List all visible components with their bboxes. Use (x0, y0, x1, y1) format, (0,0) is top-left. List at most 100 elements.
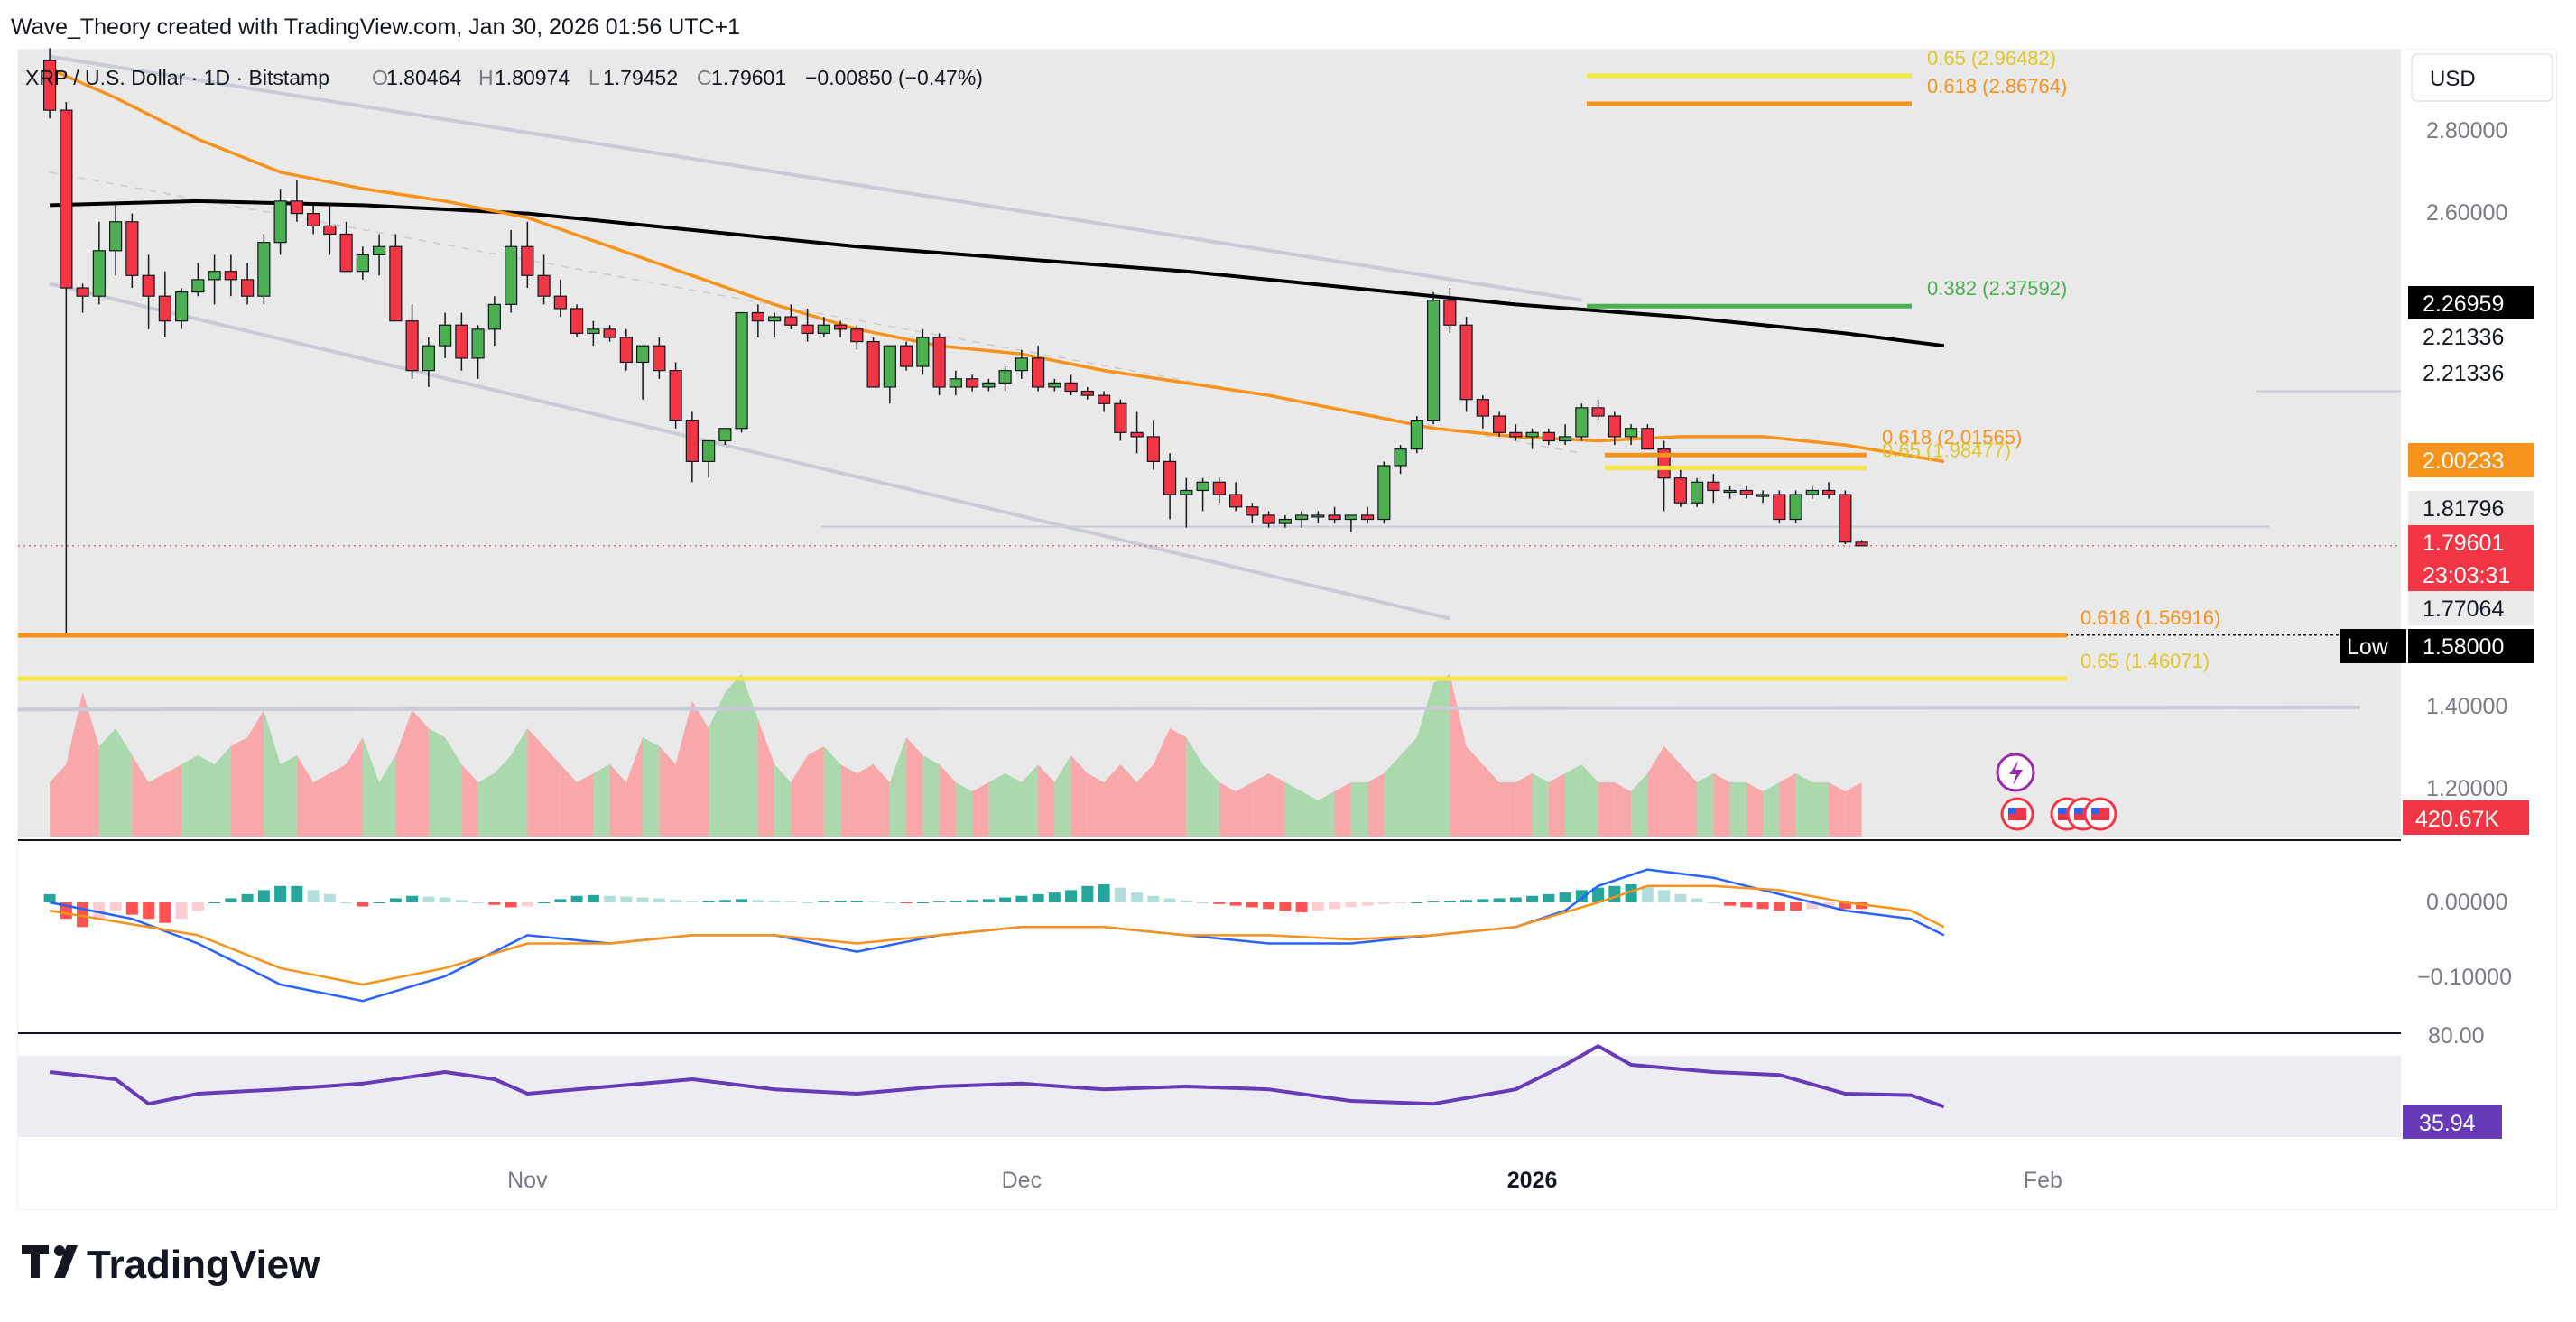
candle[interactable] (1855, 540, 1868, 547)
candle[interactable] (1246, 503, 1259, 524)
price-tag[interactable]: 2.21336 (2407, 355, 2535, 391)
candle[interactable] (1146, 420, 1160, 470)
candle[interactable] (1328, 506, 1341, 524)
candle[interactable] (1821, 482, 1836, 499)
candle[interactable] (1839, 490, 1852, 544)
candle[interactable] (1196, 477, 1209, 512)
candle[interactable] (487, 296, 501, 347)
currency-button-box[interactable] (2411, 53, 2553, 102)
candle[interactable] (273, 189, 287, 255)
candle[interactable] (833, 320, 848, 337)
candle[interactable] (455, 312, 468, 371)
candle[interactable] (1805, 485, 1819, 499)
price-tag[interactable]: 1.79601 (2408, 525, 2534, 559)
price-pane-bg[interactable] (18, 50, 2401, 837)
candle[interactable] (801, 308, 814, 342)
candle[interactable] (1311, 511, 1325, 524)
price-tag[interactable]: 23:03:31 (2408, 558, 2534, 592)
candle[interactable] (982, 378, 996, 392)
candle[interactable] (1080, 386, 1094, 400)
candle[interactable] (965, 374, 979, 392)
candle[interactable] (1542, 428, 1555, 446)
candle[interactable] (439, 312, 452, 358)
candle[interactable] (701, 439, 716, 478)
candle[interactable] (751, 304, 764, 337)
candle[interactable] (685, 411, 699, 483)
candle[interactable] (1723, 485, 1737, 499)
candle[interactable] (1591, 399, 1605, 421)
candle[interactable] (224, 254, 237, 297)
candle[interactable] (1377, 461, 1391, 524)
candle[interactable] (1294, 511, 1309, 528)
candle[interactable] (1360, 506, 1375, 524)
candle[interactable] (603, 325, 616, 342)
candle[interactable] (1690, 477, 1704, 507)
candle[interactable] (1394, 445, 1407, 475)
candle[interactable] (356, 246, 369, 280)
price-tag[interactable]: 1.81796 (2408, 491, 2534, 525)
candle[interactable] (422, 337, 435, 387)
candle[interactable] (669, 362, 682, 429)
candle[interactable] (504, 229, 518, 313)
candle[interactable] (998, 366, 1012, 392)
candle[interactable] (1789, 490, 1802, 524)
candle[interactable] (1344, 514, 1357, 532)
candle[interactable] (1130, 411, 1144, 454)
us-flag-event-icon[interactable] (2000, 797, 2034, 831)
candle[interactable] (1525, 428, 1539, 449)
candle[interactable] (1228, 482, 1243, 512)
candle[interactable] (1673, 465, 1687, 507)
candle[interactable] (619, 328, 633, 371)
price-tag[interactable]: Low 1.58000 (2340, 629, 2534, 663)
candle[interactable] (1262, 511, 1275, 528)
candle[interactable] (784, 304, 798, 329)
candle[interactable] (866, 337, 880, 388)
candle[interactable] (635, 345, 650, 400)
candle[interactable] (191, 263, 205, 297)
channel-line[interactable] (49, 54, 1582, 302)
candle[interactable] (405, 304, 419, 379)
candle[interactable] (1476, 395, 1489, 429)
candle[interactable] (521, 221, 534, 289)
ema200-line[interactable] (50, 199, 1945, 348)
candle[interactable] (241, 263, 255, 305)
candle[interactable] (537, 254, 551, 305)
rsi-value-tag[interactable]: 35.94 (2403, 1105, 2502, 1139)
macd-signal-line[interactable] (49, 884, 1945, 986)
candle[interactable] (1707, 474, 1720, 504)
rsi-line[interactable] (49, 1044, 1945, 1109)
candle[interactable] (142, 254, 155, 329)
candle[interactable] (1608, 411, 1621, 446)
candle[interactable] (1492, 411, 1506, 437)
candle[interactable] (587, 320, 600, 347)
candle[interactable] (373, 234, 386, 276)
candle[interactable] (767, 312, 782, 337)
candle[interactable] (323, 205, 337, 255)
support-trendline[interactable] (17, 705, 2361, 712)
candle[interactable] (1097, 391, 1111, 412)
candle[interactable] (916, 328, 930, 375)
candle[interactable] (1064, 374, 1078, 396)
candle[interactable] (1773, 490, 1786, 524)
ema50-line[interactable] (49, 67, 1945, 464)
candle[interactable] (899, 341, 913, 371)
candle[interactable] (60, 101, 73, 635)
candle[interactable] (1410, 416, 1423, 454)
candle[interactable] (570, 304, 584, 337)
legend-symbol[interactable]: XRP / U.S. Dollar · 1D · Bitstamp (25, 66, 329, 89)
lightning-event-icon[interactable] (1996, 753, 2035, 792)
candle[interactable] (1031, 346, 1045, 392)
candle[interactable] (471, 325, 485, 379)
candle[interactable] (1278, 514, 1292, 528)
candle[interactable] (653, 337, 666, 379)
candle[interactable] (1575, 403, 1589, 441)
candle[interactable] (175, 288, 189, 329)
candle[interactable] (1426, 291, 1441, 425)
candle[interactable] (1756, 490, 1770, 504)
price-tag[interactable]: 2.21336 (2407, 319, 2535, 355)
candle[interactable] (1459, 317, 1473, 412)
candle[interactable] (1163, 453, 1177, 520)
candle[interactable] (1739, 485, 1753, 499)
candle[interactable] (1048, 378, 1061, 392)
